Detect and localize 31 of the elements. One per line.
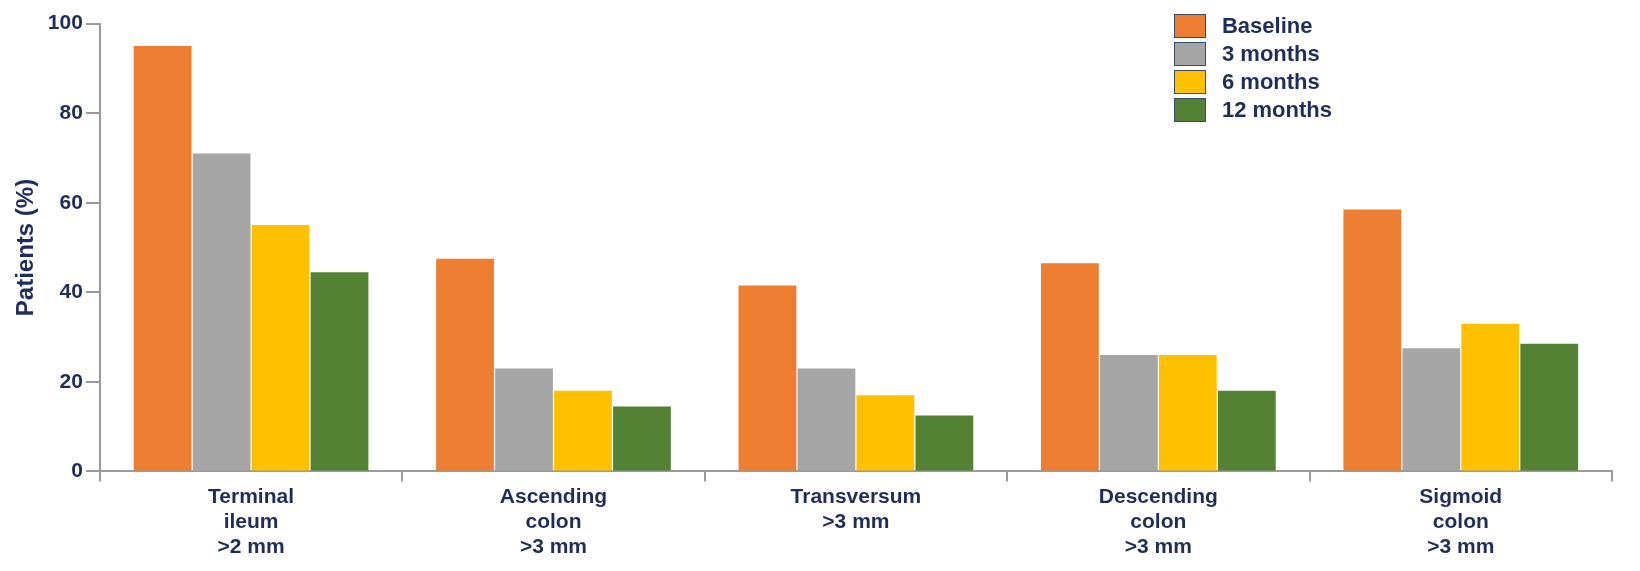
bar [436,258,494,471]
legend-label: 6 months [1221,69,1320,95]
bar [738,285,797,471]
bar [133,45,192,471]
legend-label: 12 months [1221,97,1332,123]
bar [1158,354,1217,471]
y-tick-label: 40 [59,279,83,303]
y-tick-label: 80 [59,99,83,123]
bar [856,395,915,471]
x-tick-label: Ascending colon >3 mm [499,483,608,558]
bar [1217,390,1276,471]
y-axis-title: Patients (%) [11,178,39,317]
bar [251,225,310,471]
bar [554,390,612,471]
x-tick-label: Transversum >3 mm [790,483,922,532]
y-tick-label: 100 [47,10,83,34]
bar [915,415,974,471]
bar [1461,323,1520,471]
x-tick-label: Terminal ileum >2 mm [208,483,295,558]
y-tick-label: 60 [59,189,83,213]
legend-label: 3 months [1221,41,1320,67]
legend-label: Baseline [1221,13,1313,39]
y-tick-label: 0 [71,458,83,482]
bar [613,406,671,471]
bar [1520,343,1579,471]
bar [1343,209,1402,471]
x-tick-label: Descending colon >3 mm [1098,483,1218,558]
bar [310,272,369,471]
bar [1040,263,1099,471]
y-tick-label: 20 [59,368,83,392]
x-tick-label: Sigmoid colon >3 mm [1419,483,1503,558]
